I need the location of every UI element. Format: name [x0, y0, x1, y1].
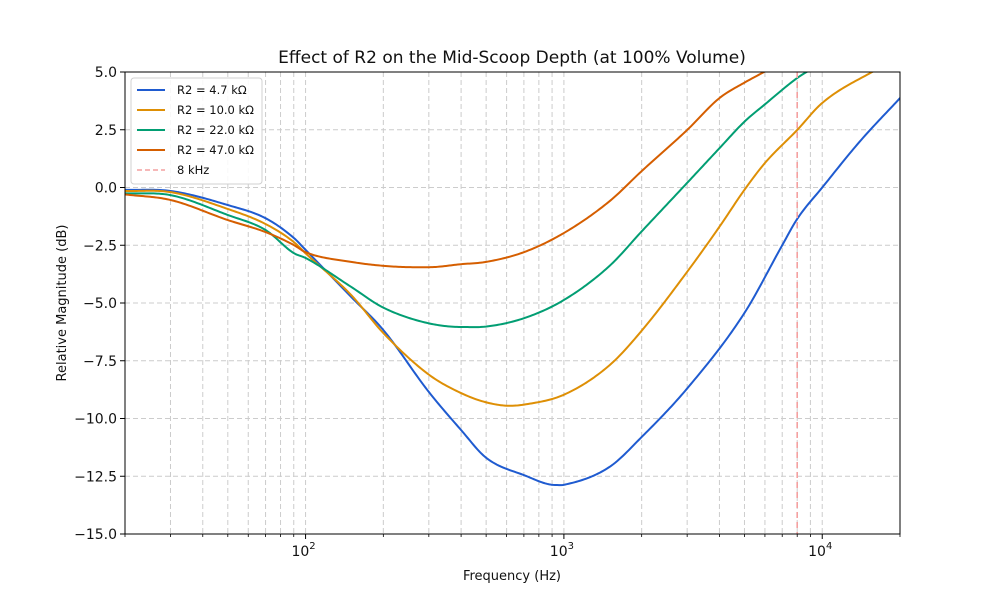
- x-axis-label: Frequency (Hz): [463, 569, 561, 584]
- legend: R2 = 4.7 kΩ R2 = 10.0 kΩ R2 = 22.0 kΩ R2 = …: [130, 77, 263, 185]
- chart-title: Effect of R2 on the Mid-Scoop Depth (at …: [278, 48, 746, 68]
- y-tick-label: −10.0: [74, 412, 117, 428]
- series-line-3: [125, 72, 809, 329]
- x-tick-label: 103: [550, 541, 574, 560]
- y-tick-label: 2.5: [95, 123, 117, 139]
- y-tick-label: −12.5: [74, 469, 117, 485]
- x-tick-label: 102: [291, 541, 315, 560]
- y-tick-label: −5.0: [83, 296, 117, 312]
- ticks: 5.0 2.5 0.0 −2.5 −5.0 −7.5 −10.0 −12.5 −15.0 102 1…: [74, 65, 901, 560]
- y-axis-label: Relative Magnitude (dB): [55, 225, 70, 382]
- legend-label: R2 = 47.0 kΩ: [177, 143, 254, 157]
- legend-label: R2 = 22.0 kΩ: [177, 123, 254, 137]
- series-line-2: [125, 72, 875, 407]
- series-line-1: [125, 97, 900, 487]
- y-tick-label: −2.5: [83, 238, 117, 254]
- legend-label: 8 kHz: [177, 163, 209, 177]
- series-layer: [125, 72, 900, 534]
- legend-box: [130, 77, 263, 185]
- legend-label: R2 = 4.7 kΩ: [177, 83, 247, 97]
- y-tick-label: 5.0: [95, 65, 117, 81]
- x-tick-label: 104: [808, 541, 832, 560]
- series-line-4: [125, 72, 767, 269]
- y-tick-label: 0.0: [95, 181, 117, 197]
- y-tick-label: −7.5: [83, 354, 117, 370]
- legend-label: R2 = 10.0 kΩ: [177, 103, 254, 117]
- y-tick-label: −15.0: [74, 527, 117, 543]
